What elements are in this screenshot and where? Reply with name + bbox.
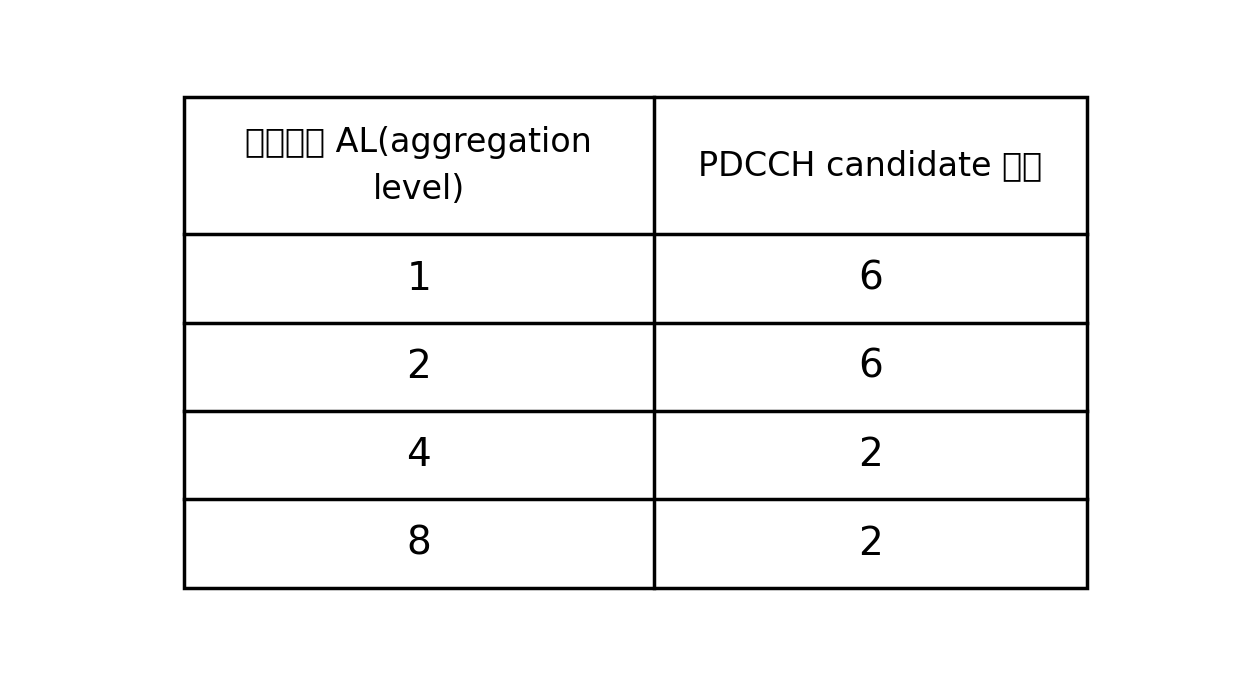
Text: 2: 2 <box>407 348 432 386</box>
Text: 8: 8 <box>407 525 432 563</box>
Text: level): level) <box>372 173 465 205</box>
Text: 聚合等级 AL(aggregation: 聚合等级 AL(aggregation <box>246 126 593 159</box>
Text: 2: 2 <box>858 436 883 474</box>
Text: PDCCH candidate 个数: PDCCH candidate 个数 <box>698 149 1043 182</box>
Text: 6: 6 <box>858 348 883 386</box>
Text: 2: 2 <box>858 525 883 563</box>
Text: 6: 6 <box>858 260 883 298</box>
Text: 4: 4 <box>407 436 432 474</box>
Text: 1: 1 <box>407 260 432 298</box>
